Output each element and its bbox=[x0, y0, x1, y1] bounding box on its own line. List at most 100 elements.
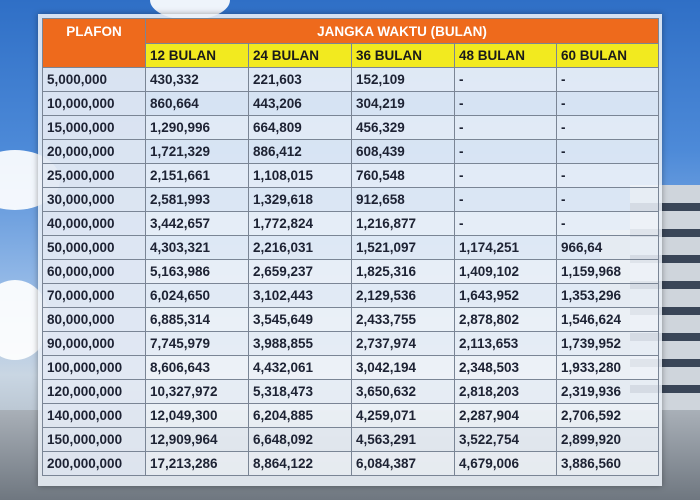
jangka-waktu-header: JANGKA WAKTU (BULAN) bbox=[144, 18, 660, 44]
installment-cell: 5,163,986 bbox=[145, 259, 249, 284]
installment-cell: 4,563,291 bbox=[351, 427, 455, 452]
installment-cell: - bbox=[454, 187, 557, 212]
installment-cell: 1,521,097 bbox=[351, 235, 455, 260]
table-row: 120,000,000 10,327,972 5,318,473 3,650,632 2… bbox=[42, 379, 660, 404]
installment-cell: 3,545,649 bbox=[248, 307, 352, 332]
installment-cell: 6,084,387 bbox=[351, 451, 455, 476]
installment-cell: 912,658 bbox=[351, 187, 455, 212]
table-row: 100,000,000 8,606,643 4,432,061 3,042,194 2,… bbox=[42, 355, 660, 380]
table-row: 15,000,000 1,290,996 664,809 456,329- - bbox=[42, 115, 660, 140]
installment-cell: 3,522,754 bbox=[454, 427, 557, 452]
table-row: 70,000,000 6,024,650 3,102,443 2,129,536 1,6… bbox=[42, 283, 660, 308]
installment-cell: 1,739,952 bbox=[555, 331, 660, 356]
installment-cell: 2,878,802 bbox=[454, 307, 557, 332]
installment-cell: 2,659,237 bbox=[248, 259, 352, 284]
table-row: 20,000,000 1,721,329 886,412 608,439- - bbox=[42, 139, 660, 164]
installment-cell: 664,809 bbox=[248, 115, 352, 140]
installment-cell: 1,546,624 bbox=[555, 307, 660, 332]
installment-cell: 1,216,877 bbox=[351, 211, 455, 236]
installment-cell: 8,864,122 bbox=[248, 451, 352, 476]
installment-cell: 6,648,092 bbox=[248, 427, 352, 452]
installment-cell: 4,259,071 bbox=[351, 403, 455, 428]
table-body: 5,000,000 430,332 221,603 152,109- -10,000,0… bbox=[42, 67, 660, 476]
installment-cell: 2,581,993 bbox=[145, 187, 249, 212]
installment-cell: 1,721,329 bbox=[145, 139, 249, 164]
installment-cell: 2,216,031 bbox=[248, 235, 352, 260]
installment-cell: 4,432,061 bbox=[248, 355, 352, 380]
loan-table-panel: PLAFON JANGKA WAKTU (BULAN) 12 BULAN 24 … bbox=[38, 14, 662, 486]
installment-cell: 3,102,443 bbox=[248, 283, 352, 308]
loan-installment-table: PLAFON JANGKA WAKTU (BULAN) 12 BULAN 24 … bbox=[42, 18, 660, 476]
plafon-cell: 100,000,000 bbox=[42, 355, 146, 380]
installment-cell: 1,825,316 bbox=[351, 259, 455, 284]
installment-cell: 1,353,296 bbox=[555, 283, 660, 308]
table-row: 140,000,000 12,049,300 6,204,885 4,259,071 2… bbox=[42, 403, 660, 428]
table-row: 30,000,000 2,581,993 1,329,618 912,658- - bbox=[42, 187, 660, 212]
installment-cell: 10,327,972 bbox=[145, 379, 249, 404]
installment-cell: 17,213,286 bbox=[145, 451, 249, 476]
plafon-cell: 40,000,000 bbox=[42, 211, 146, 236]
installment-cell: 430,332 bbox=[145, 67, 249, 92]
plafon-cell: 15,000,000 bbox=[42, 115, 146, 140]
installment-cell: - bbox=[454, 211, 557, 236]
installment-cell: 2,113,653 bbox=[454, 331, 557, 356]
installment-cell: - bbox=[555, 67, 660, 92]
installment-cell: - bbox=[454, 163, 557, 188]
installment-cell: - bbox=[555, 139, 660, 164]
installment-cell: 860,664 bbox=[145, 91, 249, 116]
table-header-row: PLAFON JANGKA WAKTU (BULAN) bbox=[42, 18, 660, 68]
installment-cell: 12,909,964 bbox=[145, 427, 249, 452]
installment-cell: 152,109 bbox=[351, 67, 455, 92]
plafon-cell: 30,000,000 bbox=[42, 187, 146, 212]
installment-cell: 2,348,503 bbox=[454, 355, 557, 380]
table-row: 150,000,000 12,909,964 6,648,092 4,563,291 3… bbox=[42, 427, 660, 452]
plafon-cell: 5,000,000 bbox=[42, 67, 146, 92]
installment-cell: 456,329 bbox=[351, 115, 455, 140]
installment-cell: 886,412 bbox=[248, 139, 352, 164]
table-row: 80,000,000 6,885,314 3,545,649 2,433,755 2,8… bbox=[42, 307, 660, 332]
plafon-cell: 50,000,000 bbox=[42, 235, 146, 260]
term-header-24: 24 BULAN bbox=[248, 43, 352, 68]
installment-cell: - bbox=[454, 91, 557, 116]
installment-cell: - bbox=[555, 91, 660, 116]
installment-cell: 12,049,300 bbox=[145, 403, 249, 428]
installment-cell: 1,329,618 bbox=[248, 187, 352, 212]
installment-cell: - bbox=[555, 211, 660, 236]
term-header-12: 12 BULAN bbox=[145, 43, 249, 68]
table-row: 90,000,000 7,745,979 3,988,855 2,737,974 2,1… bbox=[42, 331, 660, 356]
plafon-cell: 80,000,000 bbox=[42, 307, 146, 332]
installment-cell: 966,64 bbox=[555, 235, 660, 260]
plafon-header: PLAFON bbox=[42, 18, 146, 68]
installment-cell: - bbox=[555, 115, 660, 140]
installment-cell: 6,204,885 bbox=[248, 403, 352, 428]
plafon-cell: 25,000,000 bbox=[42, 163, 146, 188]
installment-cell: 221,603 bbox=[248, 67, 352, 92]
installment-cell: 6,885,314 bbox=[145, 307, 249, 332]
installment-cell: 3,442,657 bbox=[145, 211, 249, 236]
installment-cell: 3,650,632 bbox=[351, 379, 455, 404]
installment-cell: - bbox=[454, 67, 557, 92]
plafon-cell: 60,000,000 bbox=[42, 259, 146, 284]
installment-cell: 1,290,996 bbox=[145, 115, 249, 140]
installment-cell: - bbox=[454, 139, 557, 164]
plafon-cell: 140,000,000 bbox=[42, 403, 146, 428]
table-row: 10,000,000 860,664 443,206 304,219- - bbox=[42, 91, 660, 116]
installment-cell: 2,706,592 bbox=[555, 403, 660, 428]
plafon-cell: 200,000,000 bbox=[42, 451, 146, 476]
installment-cell: 3,886,560 bbox=[555, 451, 660, 476]
plafon-cell: 20,000,000 bbox=[42, 139, 146, 164]
term-header-36: 36 BULAN bbox=[351, 43, 455, 68]
plafon-cell: 90,000,000 bbox=[42, 331, 146, 356]
plafon-cell: 70,000,000 bbox=[42, 283, 146, 308]
installment-cell: 2,129,536 bbox=[351, 283, 455, 308]
installment-cell: 2,899,920 bbox=[555, 427, 660, 452]
installment-cell: 1,159,968 bbox=[555, 259, 660, 284]
installment-cell: 304,219 bbox=[351, 91, 455, 116]
plafon-cell: 150,000,000 bbox=[42, 427, 146, 452]
installment-cell: 760,548 bbox=[351, 163, 455, 188]
term-header-48: 48 BULAN bbox=[454, 43, 557, 68]
term-header-60: 60 BULAN bbox=[555, 43, 660, 68]
table-row: 40,000,000 3,442,657 1,772,824 1,216,877- - bbox=[42, 211, 660, 236]
installment-cell: 1,772,824 bbox=[248, 211, 352, 236]
installment-cell: 2,319,936 bbox=[555, 379, 660, 404]
